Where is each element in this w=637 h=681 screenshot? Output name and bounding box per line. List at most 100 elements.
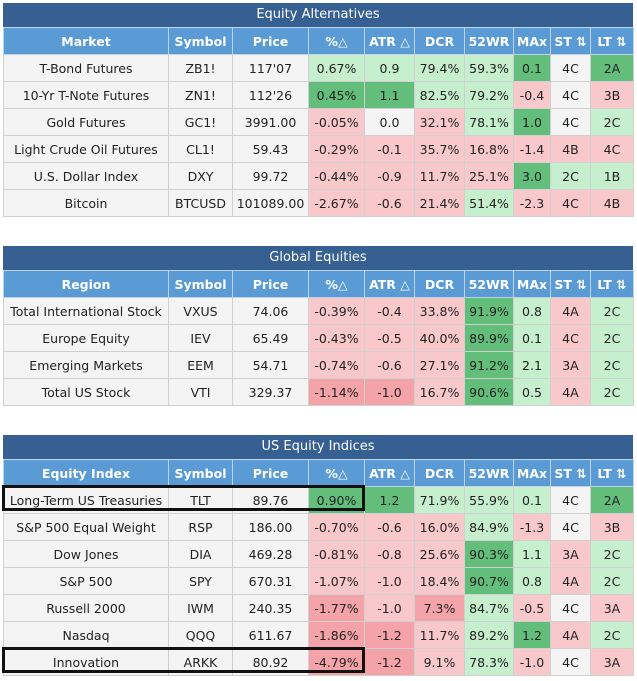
table-cell: EEM xyxy=(168,351,233,379)
table-cell: CL1! xyxy=(168,135,233,163)
table-cell: -0.5 xyxy=(513,594,551,622)
column-header[interactable]: DCR xyxy=(414,270,465,298)
table-cell: -2.3 xyxy=(513,189,551,217)
table-cell: Gold Futures xyxy=(3,108,169,136)
section-0: Equity Alternatives Market Symbol Price %△ AT… xyxy=(3,3,634,217)
table-cell: 101089.00 xyxy=(232,189,309,217)
column-header[interactable]: DCR xyxy=(414,27,465,55)
table-cell: -0.9 xyxy=(364,162,415,190)
table-cell: 2A xyxy=(590,486,634,514)
column-header[interactable]: ST ⇅ xyxy=(550,459,591,487)
table-cell: 4A xyxy=(550,297,591,325)
table-cell: Innovation xyxy=(3,648,169,676)
table-cell: T-Bond Futures xyxy=(3,54,169,82)
column-header[interactable]: %△ xyxy=(308,27,365,55)
column-header[interactable]: Symbol xyxy=(168,270,233,298)
table-cell: -0.70% xyxy=(308,513,365,541)
table-cell: -0.6 xyxy=(364,189,415,217)
table-cell: 80.92 xyxy=(232,648,309,676)
table-cell: 2C xyxy=(590,621,634,649)
table-cell: 329.37 xyxy=(232,378,309,406)
table-cell: 79.2% xyxy=(464,81,514,109)
table-cell: 4C xyxy=(550,486,591,514)
column-header[interactable]: DCR xyxy=(414,459,465,487)
table-cell: 11.7% xyxy=(414,621,465,649)
column-header[interactable]: Symbol xyxy=(168,459,233,487)
table-cell: -1.07% xyxy=(308,567,365,595)
column-header[interactable]: %△ xyxy=(308,270,365,298)
table-cell: 90.6% xyxy=(464,378,514,406)
table-cell: 2C xyxy=(590,297,634,325)
table-cell: 32.1% xyxy=(414,108,465,136)
table-cell: RSP xyxy=(168,513,233,541)
table-row: 10-Yr T-Note Futures ZN1! 112'26 0.45% 1.1 82… xyxy=(3,81,634,109)
table-cell: 3A xyxy=(550,540,591,568)
table-row: Innovation ARKK 80.92 -4.79% -1.2 9.1% 78.3% -1… xyxy=(3,648,634,676)
table-cell: -0.43% xyxy=(308,324,365,352)
table-cell: 90.7% xyxy=(464,567,514,595)
table-cell: 59.3% xyxy=(464,54,514,82)
table-cell: -0.6 xyxy=(364,513,415,541)
table-cell: 79.4% xyxy=(414,54,465,82)
table-cell: 33.8% xyxy=(414,297,465,325)
table-row: Long-Term US Treasuries TLT 89.76 0.90% 1.2 7… xyxy=(3,486,634,514)
column-header[interactable]: LT ⇅ xyxy=(590,27,634,55)
column-header[interactable]: ATR △ xyxy=(364,459,415,487)
column-header[interactable]: Price xyxy=(232,27,309,55)
column-header[interactable]: Market xyxy=(3,27,169,55)
table-cell: Europe Equity xyxy=(3,324,169,352)
table-cell: VXUS xyxy=(168,297,233,325)
table-cell: 54.71 xyxy=(232,351,309,379)
column-header[interactable]: Price xyxy=(232,459,309,487)
column-header[interactable]: LT ⇅ xyxy=(590,270,634,298)
table-cell: 3A xyxy=(590,648,634,676)
table-row: Total International Stock VXUS 74.06 -0.39%… xyxy=(3,297,634,325)
table-cell: 0.45% xyxy=(308,81,365,109)
table-row: Total US Stock VTI 329.37 -1.14% -1.0 16.7% 90… xyxy=(3,378,634,406)
table-cell: -0.4 xyxy=(513,81,551,109)
column-header[interactable]: Symbol xyxy=(168,27,233,55)
table-cell: 4C xyxy=(550,513,591,541)
column-header[interactable]: Region xyxy=(3,270,169,298)
table-cell: 2.1 xyxy=(513,351,551,379)
table-cell: 1.1 xyxy=(364,81,415,109)
table-row: Gold Futures GC1! 3991.00 -0.05% 0.0 32.1% 78.… xyxy=(3,108,634,136)
table-cell: 99.72 xyxy=(232,162,309,190)
table-cell: 0.1 xyxy=(513,324,551,352)
column-header[interactable]: ST ⇅ xyxy=(550,27,591,55)
table-cell: Dow Jones xyxy=(3,540,169,568)
column-header[interactable]: MAx xyxy=(513,27,551,55)
table-cell: -0.05% xyxy=(308,108,365,136)
column-header[interactable]: Equity Index xyxy=(3,459,169,487)
column-header[interactable]: 52WR xyxy=(464,270,514,298)
column-header[interactable]: 52WR xyxy=(464,27,514,55)
column-header[interactable]: MAx xyxy=(513,270,551,298)
table-cell: -0.39% xyxy=(308,297,365,325)
column-header[interactable]: ST ⇅ xyxy=(550,270,591,298)
column-header[interactable]: 52WR xyxy=(464,459,514,487)
table-cell: 84.9% xyxy=(464,513,514,541)
column-header[interactable]: Price xyxy=(232,270,309,298)
table-cell: 611.67 xyxy=(232,621,309,649)
table-cell: 240.35 xyxy=(232,594,309,622)
table-cell: 10-Yr T-Note Futures xyxy=(3,81,169,109)
table-cell: Emerging Markets xyxy=(3,351,169,379)
section-title: US Equity Indices xyxy=(3,435,633,459)
column-header[interactable]: %△ xyxy=(308,459,365,487)
column-header[interactable]: MAx xyxy=(513,459,551,487)
column-header[interactable]: LT ⇅ xyxy=(590,459,634,487)
table-cell: ZB1! xyxy=(168,54,233,82)
table-cell: S&P 500 xyxy=(3,567,169,595)
table-cell: -0.1 xyxy=(364,135,415,163)
column-header[interactable]: ATR △ xyxy=(364,27,415,55)
table-cell: -1.4 xyxy=(513,135,551,163)
table-cell: 4A xyxy=(550,567,591,595)
section-2: US Equity Indices Equity Index Symbol Price… xyxy=(2,435,634,676)
data-table: Region Symbol Price %△ ATR △ DCR 52WR MAx ST ⇅ LT… xyxy=(3,270,634,406)
table-cell: 4B xyxy=(550,135,591,163)
table-cell: 11.7% xyxy=(414,162,465,190)
table-cell: -2.67% xyxy=(308,189,365,217)
table-cell: 3A xyxy=(590,594,634,622)
table-cell: -0.8 xyxy=(364,540,415,568)
column-header[interactable]: ATR △ xyxy=(364,270,415,298)
